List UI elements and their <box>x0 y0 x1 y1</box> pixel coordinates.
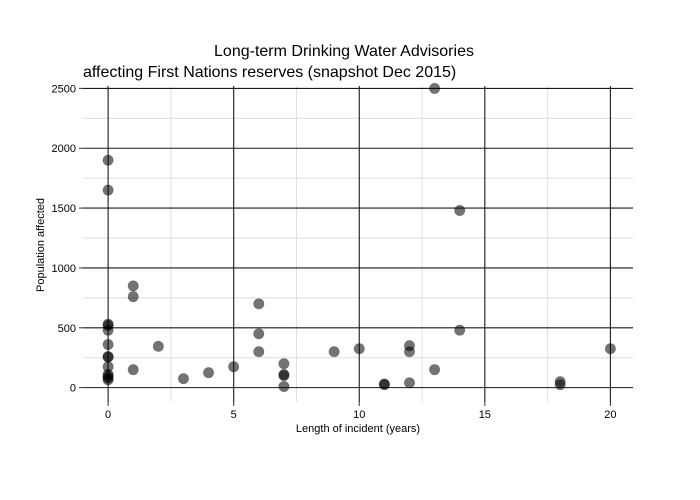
data-point <box>454 324 466 336</box>
data-point <box>177 373 189 385</box>
data-point <box>152 340 164 352</box>
data-point <box>278 380 290 392</box>
data-point <box>554 379 566 391</box>
data-point <box>228 361 240 373</box>
x-axis-label: Length of incident (years) <box>296 423 420 435</box>
data-point <box>454 204 466 216</box>
y-tick-label: 500 <box>58 323 76 335</box>
data-point <box>403 377 415 389</box>
data-point <box>253 346 265 358</box>
data-point <box>429 364 441 376</box>
y-tick-label: 2500 <box>52 83 76 95</box>
data-point <box>328 346 340 358</box>
x-tick-label: 15 <box>479 409 491 421</box>
x-tick-label: 0 <box>105 409 111 421</box>
y-tick-label: 0 <box>70 383 76 395</box>
data-point <box>353 343 365 355</box>
chart-title: Long-term Drinking Water Advisories <box>214 43 474 60</box>
x-tick-label: 20 <box>604 409 616 421</box>
data-point <box>102 154 114 166</box>
data-point <box>102 324 114 336</box>
data-point <box>102 351 114 363</box>
data-point <box>127 280 139 292</box>
data-point <box>102 184 114 196</box>
data-point <box>604 343 616 355</box>
y-tick-label: 2000 <box>52 143 76 155</box>
y-tick-label: 1000 <box>52 263 76 275</box>
grid-layer <box>83 86 633 402</box>
data-point <box>253 328 265 340</box>
data-point <box>127 291 139 303</box>
data-point <box>429 82 441 94</box>
data-point <box>127 364 139 376</box>
points-layer <box>102 82 616 392</box>
data-point <box>203 367 215 379</box>
y-tick-label: 1500 <box>52 203 76 215</box>
data-point <box>278 370 290 382</box>
data-point <box>378 379 390 391</box>
data-point <box>278 358 290 370</box>
data-point <box>102 339 114 351</box>
x-tick-label: 5 <box>231 409 237 421</box>
x-tick-label: 10 <box>353 409 365 421</box>
chart-subtitle: affecting First Nations reserves (snapsh… <box>83 64 456 81</box>
data-point <box>253 298 265 310</box>
data-point <box>102 374 114 386</box>
y-axis-label: Population affected <box>35 198 47 292</box>
ticks-layer: 0 5 10 15 20 0 500 1000 1500 2000 2500 <box>52 83 617 421</box>
data-point <box>403 346 415 358</box>
